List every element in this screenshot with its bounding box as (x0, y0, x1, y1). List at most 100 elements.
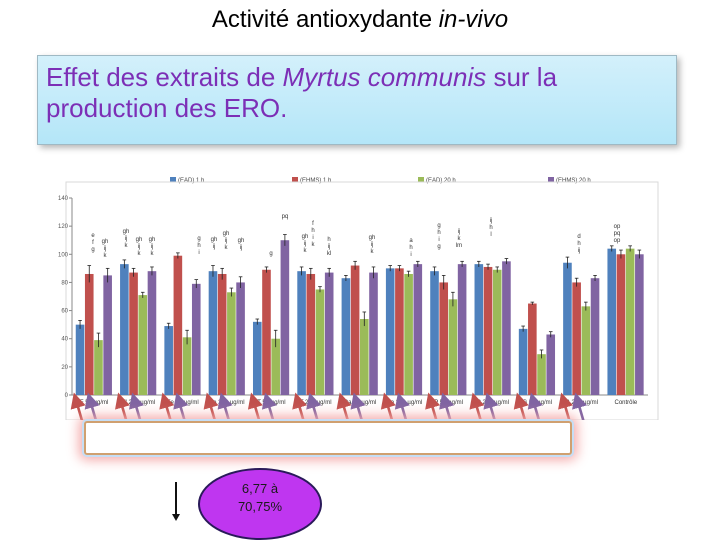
y-tick-label: 40 (61, 337, 68, 343)
slide-title-italic: in-vivo (438, 6, 509, 33)
annotation-arrows (70, 392, 588, 420)
legend-label: (EAD) 1 h (178, 178, 204, 184)
bar (191, 283, 201, 395)
annotation-arrow (513, 392, 529, 420)
bar (430, 271, 439, 395)
bar (75, 324, 85, 395)
bar (502, 261, 511, 395)
bar (483, 266, 493, 395)
bar (236, 282, 245, 395)
annotation-arrow (217, 392, 233, 420)
bar (227, 292, 236, 395)
bar (173, 255, 183, 395)
slide-title-main: Activité antioxydante (211, 6, 439, 33)
subtitle-text-a: Effet des extraits de (46, 62, 283, 92)
annotation-arrow (469, 392, 485, 420)
bar-chart: (EAD) 1 h (EHMS) 1 h (EAD) 20 h (EHMS) 20 h… (58, 177, 659, 420)
bar (297, 271, 306, 395)
annotation-arrow (159, 392, 175, 420)
annotation-arrow (70, 392, 86, 420)
bar (635, 254, 644, 395)
annotation-arrow (173, 392, 189, 420)
bar (350, 265, 360, 395)
bar (518, 328, 528, 395)
x-tick-label: F 50 µg/ml (80, 400, 108, 406)
annotation-arrow (129, 392, 144, 420)
x-tick-label: Ra 200 µg/ml (386, 400, 422, 406)
subtitle-text-b: sur la (493, 62, 558, 92)
chart-bars: F 50 µg/ml Fl 200 µg/ml Fe 50 µg/ml Fe 200 … (75, 234, 644, 406)
bar (395, 268, 404, 395)
annotation-arrow (292, 392, 308, 420)
y-tick-label: 0 (65, 393, 69, 399)
x-tick-label: G 200 µg/ml (565, 400, 598, 406)
bar (306, 273, 316, 395)
bar (439, 282, 449, 395)
bar (138, 295, 148, 395)
annotation-arrow (115, 392, 130, 420)
bar (271, 338, 280, 395)
bar (581, 306, 591, 395)
bar (208, 271, 218, 395)
y-tick-label: 120 (58, 224, 69, 230)
x-tick-label: Fe 200 µg/ml (210, 400, 245, 406)
legend-label: (EAD) 20 h (426, 178, 456, 184)
chart-legend: (EAD) 1 h (EHMS) 1 h (EAD) 20 h (EHMS) 20 h (170, 177, 591, 184)
bar (164, 326, 173, 395)
highlight-bracket (84, 421, 572, 455)
down-arrow-icon (172, 482, 180, 521)
x-tick-label: Contrôle (615, 400, 638, 406)
annotation-arrow (439, 392, 455, 420)
annotation-arrow (380, 392, 396, 420)
bar (369, 272, 378, 395)
subtitle-box: Effet des extraits de Myrtus communis su… (37, 55, 677, 145)
legend-swatch (418, 177, 424, 182)
annotation-arrow (572, 392, 588, 420)
chart-frame (65, 181, 659, 420)
bar (404, 273, 413, 395)
y-tick-label: 140 (58, 196, 69, 202)
reduction-callout: 6,77 à 70,75% (198, 468, 322, 540)
x-tick-label: P 50 µg/ml (434, 400, 463, 406)
annotation-arrow (558, 392, 574, 420)
callout-line2: 70,75% (237, 499, 283, 514)
annotation-arrow (483, 392, 499, 420)
bar (315, 289, 325, 395)
bar (324, 272, 334, 395)
bar (94, 340, 103, 395)
x-tick-label: Ra 50 µg/ml (344, 400, 376, 406)
legend-swatch (170, 177, 176, 182)
x-tick-label: T 50 µg/ml (257, 400, 285, 406)
legend-label: (EHMS) 20 h (556, 178, 591, 184)
legend-swatch (548, 177, 554, 182)
x-tick-label: P 200 µg/ml (477, 400, 509, 406)
y-tick-label: 100 (58, 252, 69, 258)
subtitle-line2: production des ERO. (46, 93, 288, 123)
bar (607, 248, 617, 395)
bar (448, 299, 458, 395)
y-tick-label: 20 (61, 365, 68, 371)
annotation-arrow (425, 392, 441, 420)
annotation-arrow (247, 392, 263, 420)
x-tick-label: T 200 µg/ml (300, 400, 332, 406)
bar (280, 240, 290, 395)
x-tick-label: G 50 µg/ml (522, 400, 551, 406)
bar (385, 268, 395, 395)
annotation-arrow (350, 392, 366, 420)
bar (457, 264, 467, 395)
slide-title: Activité antioxydante in-vivo (0, 6, 720, 34)
bar (492, 269, 502, 395)
bar (84, 273, 94, 395)
annotation-arrow (84, 392, 100, 420)
bar (572, 282, 581, 395)
bar (537, 354, 546, 395)
legend-label: (EHMS) 1 h (300, 178, 331, 184)
bar (474, 264, 484, 395)
y-tick-label: 60 (61, 309, 68, 315)
bar (120, 264, 129, 395)
bar (182, 337, 192, 395)
annotation-arrow (203, 392, 219, 420)
bar (625, 248, 635, 395)
x-tick-label: Fe 50 µg/ml (167, 400, 199, 406)
bar (546, 334, 556, 395)
